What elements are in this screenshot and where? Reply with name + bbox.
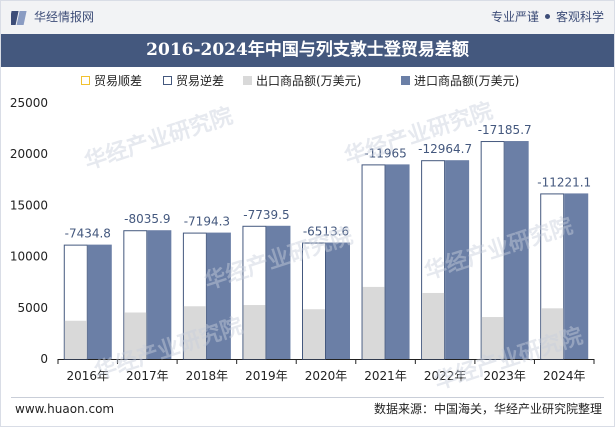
slogan-left: 专业严谨 <box>490 10 539 24</box>
data-label: -7434.8 <box>65 227 111 241</box>
import-bar <box>206 232 231 359</box>
data-label: -6513.6 <box>303 225 349 239</box>
data-label: -17185.7 <box>478 123 532 137</box>
import-bar <box>266 225 291 359</box>
x-tick-label: 2018年 <box>186 369 229 383</box>
x-tick-label: 2016年 <box>67 369 110 383</box>
legend-swatch <box>163 76 172 85</box>
import-bar <box>147 230 172 359</box>
x-tick-label: 2023年 <box>483 369 526 383</box>
data-label: -7194.3 <box>184 215 230 229</box>
export-bar <box>303 309 325 359</box>
x-tick-label: 2024年 <box>543 369 586 383</box>
footer-source: 数据来源：中国海关，华经产业研究院整理 <box>373 402 602 416</box>
bar-chart: 0 5000 10000 15000 20000 25000 -7434.8 2016年 -80… <box>10 96 595 383</box>
footer-divider <box>11 397 604 398</box>
y-tick-label: 15000 <box>10 198 48 212</box>
y-tick-label: 20000 <box>10 147 48 161</box>
import-bar <box>326 242 350 359</box>
legend-swatch <box>243 76 252 85</box>
x-tick-label: 2017年 <box>126 369 169 383</box>
y-tick-label: 10000 <box>10 250 48 264</box>
x-tick-label: 2020年 <box>305 369 348 383</box>
import-bar <box>87 244 112 359</box>
x-tick-label: 2022年 <box>424 369 467 383</box>
legend-label: 贸易顺差 <box>94 74 143 88</box>
y-tick-label: 5000 <box>17 301 48 315</box>
data-label: -11221.1 <box>537 175 591 189</box>
export-bar <box>422 292 445 359</box>
data-label: -11965 <box>364 146 407 160</box>
import-bar <box>564 193 589 359</box>
import-bar <box>385 164 410 359</box>
slogan-right: 客观科学 <box>555 10 604 24</box>
legend-swatch <box>401 76 410 85</box>
y-tick-label: 25000 <box>10 96 48 110</box>
data-label: -7739.5 <box>243 208 289 222</box>
data-label: -8035.9 <box>124 212 170 226</box>
chart-title: 2016-2024年中国与列支敦士登贸易差额 <box>146 40 469 60</box>
separator-dot-icon <box>544 14 550 19</box>
export-bar <box>541 308 564 359</box>
legend-swatch <box>81 76 90 85</box>
slogan: 专业严谨 客观科学 <box>491 9 604 26</box>
export-bar <box>64 320 87 359</box>
legend-label: 进口商品额(万美元) <box>414 74 520 88</box>
legend-label: 出口商品额(万美元) <box>256 74 362 88</box>
export-bar <box>183 306 206 359</box>
x-tick-label: 2021年 <box>364 369 407 383</box>
y-tick-label: 0 <box>40 352 48 366</box>
data-label: -12964.7 <box>418 142 472 156</box>
export-bar <box>124 312 147 359</box>
legend-label: 贸易逆差 <box>176 74 225 88</box>
footer-url: www.huaon.com <box>15 402 115 416</box>
export-bar <box>362 286 385 359</box>
import-bar <box>445 160 470 359</box>
title-band: 2016-2024年中国与列支敦士登贸易差额 <box>1 34 614 67</box>
export-bar <box>243 305 266 359</box>
huajing-logo-icon <box>11 11 27 25</box>
export-bar <box>481 317 504 359</box>
import-bar <box>504 141 529 359</box>
top-bar: 华经情报网 专业严谨 客观科学 <box>1 1 614 34</box>
x-tick-label: 2019年 <box>245 369 288 383</box>
brand-name: 华经情报网 <box>34 10 95 24</box>
